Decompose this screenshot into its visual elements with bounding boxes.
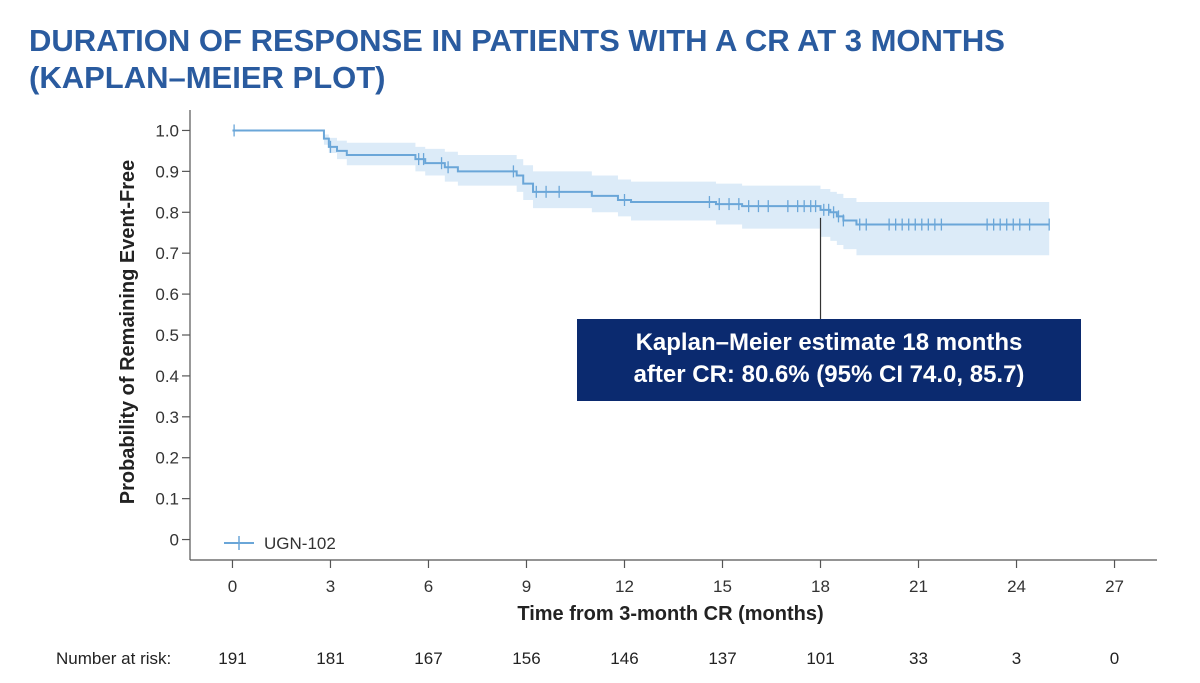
y-tick-label: 1.0 (155, 121, 179, 140)
km-estimate-callout: Kaplan–Meier estimate 18 months after CR… (577, 319, 1081, 401)
x-tick-label: 24 (1007, 577, 1026, 596)
x-tick-label: 21 (909, 577, 928, 596)
y-tick-label: 0.7 (155, 244, 179, 263)
number-at-risk-value: 33 (909, 649, 928, 668)
axes-layer: 0 0.1 0.2 0.3 0.4 0.5 0.6 0.7 0.8 0.9 1.0 0 3 6 9 12 15 1… (117, 110, 1157, 625)
x-tick-label: 12 (615, 577, 634, 596)
title-line-1: DURATION OF RESPONSE IN PATIENTS WITH A … (29, 23, 1005, 58)
x-axis-title: Time from 3-month CR (months) (517, 603, 823, 625)
survival-curve-layer (232, 129, 1050, 319)
x-tick-label: 3 (326, 577, 335, 596)
x-tick-label: 0 (228, 577, 237, 596)
y-tick-label: 0.1 (155, 490, 179, 509)
y-tick-label: 0 (170, 531, 179, 550)
slide-title: DURATION OF RESPONSE IN PATIENTS WITH A … (29, 22, 1169, 96)
y-axis-title: Probability of Remaining Event-Free (117, 160, 139, 505)
y-tick-label: 0.3 (155, 408, 179, 427)
x-tick-label: 18 (811, 577, 830, 596)
callout-line-1: Kaplan–Meier estimate 18 months (635, 329, 1023, 356)
y-tick-label: 0.9 (155, 162, 179, 181)
x-tick-label: 6 (424, 577, 433, 596)
legend-label: UGN-102 (264, 534, 336, 553)
censor-marks-layer (233, 124, 1050, 231)
number-at-risk-value: 146 (610, 649, 639, 668)
x-tick-label: 15 (713, 577, 732, 596)
y-tick-label: 0.2 (155, 449, 179, 468)
callout-line-2: after CR: 80.6% (95% CI 74.0, 85.7) (633, 361, 1025, 388)
legend: UGN-102 (224, 534, 336, 553)
number-at-risk-value: 191 (218, 649, 247, 668)
x-tick-label: 27 (1105, 577, 1124, 596)
number-at-risk-value: 156 (512, 649, 541, 668)
number-at-risk-label: Number at risk: (56, 649, 172, 668)
y-tick-label: 0.8 (155, 203, 179, 222)
y-tick-label: 0.4 (155, 367, 179, 386)
number-at-risk-value: 0 (1109, 649, 1120, 668)
x-tick-label: 9 (522, 577, 531, 596)
number-at-risk-value: 101 (806, 649, 835, 668)
number-at-risk-value: 181 (316, 649, 345, 668)
survival-step-line (232, 129, 1050, 226)
number-at-risk-value: 137 (708, 649, 737, 668)
title-line-2: (KAPLAN–MEIER PLOT) (29, 60, 386, 95)
confidence-band-layer (232, 130, 1050, 256)
y-tick-label: 0.5 (155, 326, 179, 345)
number-at-risk-value: 3 (1011, 649, 1022, 668)
y-tick-label: 0.6 (155, 285, 179, 304)
confidence-band (232, 130, 1050, 256)
number-at-risk-value: 167 (414, 649, 443, 668)
